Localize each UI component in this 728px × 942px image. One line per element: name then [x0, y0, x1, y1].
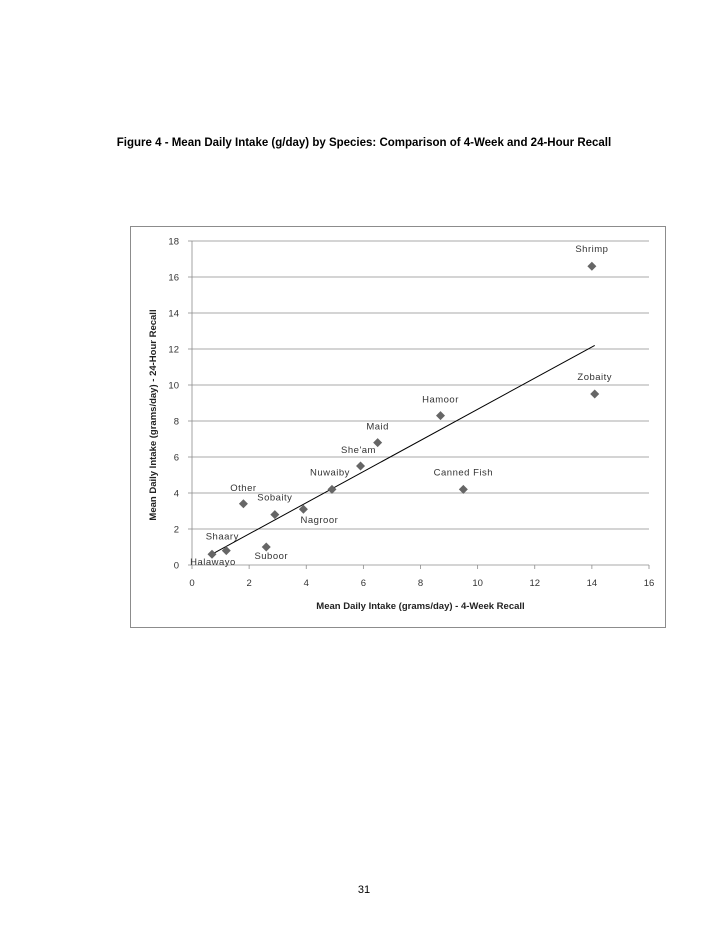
x-tick-label: 0	[189, 578, 194, 589]
x-tick-label: 14	[587, 578, 598, 589]
data-point-nagroor	[298, 504, 308, 514]
y-tick-label: 4	[174, 489, 179, 500]
data-label: Zobaity	[577, 372, 612, 383]
x-tick-label: 12	[529, 578, 540, 589]
data-label: Hamoor	[422, 395, 459, 406]
data-point-maid	[373, 438, 383, 448]
x-tick-label: 8	[418, 578, 423, 589]
data-label: Sobaity	[257, 493, 292, 504]
data-label: Canned Fish	[434, 467, 493, 478]
x-tick-label: 2	[246, 578, 251, 589]
y-tick-label: 6	[174, 453, 179, 464]
x-axis-title: Mean Daily Intake (grams/day) - 4-Week R…	[316, 601, 524, 612]
data-label: She'am	[341, 445, 376, 456]
data-point-zobaity	[590, 389, 600, 399]
gridlines	[192, 240, 649, 530]
data-point-other	[238, 499, 248, 509]
data-point-halawayo	[207, 549, 217, 559]
trendline-group	[211, 344, 595, 555]
tick-labels: 0 2 4 6 8 10 12 14 16 18 0 2 4 6 8 10 12 14 16	[168, 237, 654, 590]
y-axis-title: Mean Daily Intake (grams/day) - 24-Hour …	[148, 309, 159, 520]
x-tick-label: 16	[644, 578, 655, 589]
data-label: Nagroor	[300, 515, 338, 526]
y-tick-label: 18	[168, 237, 179, 248]
data-label: Suboor	[254, 551, 288, 562]
trendline	[211, 344, 595, 555]
y-tick-label: 14	[168, 309, 179, 320]
y-tick-label: 0	[174, 561, 179, 572]
y-tick-label: 8	[174, 417, 179, 428]
data-point-nuwaiby	[327, 484, 337, 494]
data-point-hamoor	[435, 411, 445, 421]
chart-frame: Shrimp Zobaity Hamoor Maid She'am Canned Fish…	[130, 226, 666, 628]
data-label: Shrimp	[575, 244, 608, 255]
x-tick-label: 6	[361, 578, 366, 589]
data-point-shaary	[221, 546, 231, 556]
data-point-canned-fish	[458, 484, 468, 494]
y-tick-label: 2	[174, 525, 179, 536]
scatter-chart: Shrimp Zobaity Hamoor Maid She'am Canned Fish…	[148, 237, 654, 613]
data-point-suboor	[261, 542, 271, 552]
x-tick-label: 4	[304, 578, 309, 589]
data-label: Other	[230, 483, 256, 494]
x-tick-label: 10	[472, 578, 483, 589]
y-tick-label: 10	[168, 381, 179, 392]
y-tick-label: 12	[168, 345, 179, 356]
y-tick-label: 16	[168, 273, 179, 284]
data-label: Nuwaiby	[310, 467, 350, 478]
data-point-she-am	[356, 461, 366, 471]
data-points: Shrimp Zobaity Hamoor Maid She'am Canned Fish…	[190, 244, 612, 568]
data-label: Halawayo	[190, 557, 236, 568]
figure-title: Figure 4 - Mean Daily Intake (g/day) by …	[116, 137, 612, 149]
data-label: Maid	[366, 422, 389, 433]
axes	[188, 240, 650, 569]
page-number: 31	[357, 884, 371, 896]
data-point-shrimp	[587, 261, 597, 271]
data-label: Shaary	[206, 532, 239, 543]
